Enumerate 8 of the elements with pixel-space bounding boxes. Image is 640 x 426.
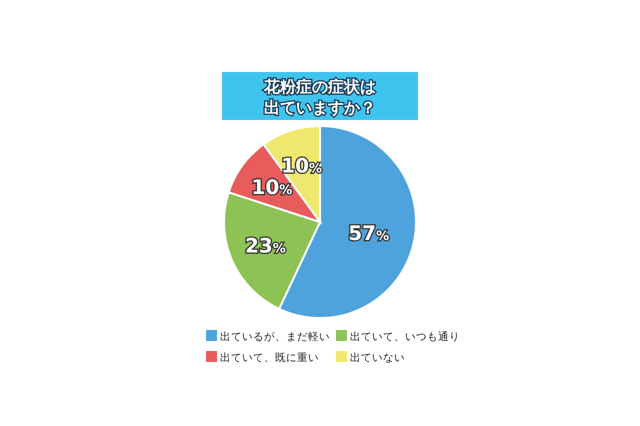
legend-label: 出ていて、既に重い [220, 351, 319, 364]
data-label: 23% [244, 234, 286, 258]
legend-label: 出ていない [350, 351, 405, 364]
legend-label: 出ていて、いつも通り [350, 330, 460, 343]
legend-label: 出ているが、まだ軽い [220, 330, 330, 343]
chart-title: 花粉症の症状は出ていますか？ [263, 77, 376, 117]
data-label: 10% [251, 175, 292, 200]
data-label: 57% [348, 220, 390, 245]
